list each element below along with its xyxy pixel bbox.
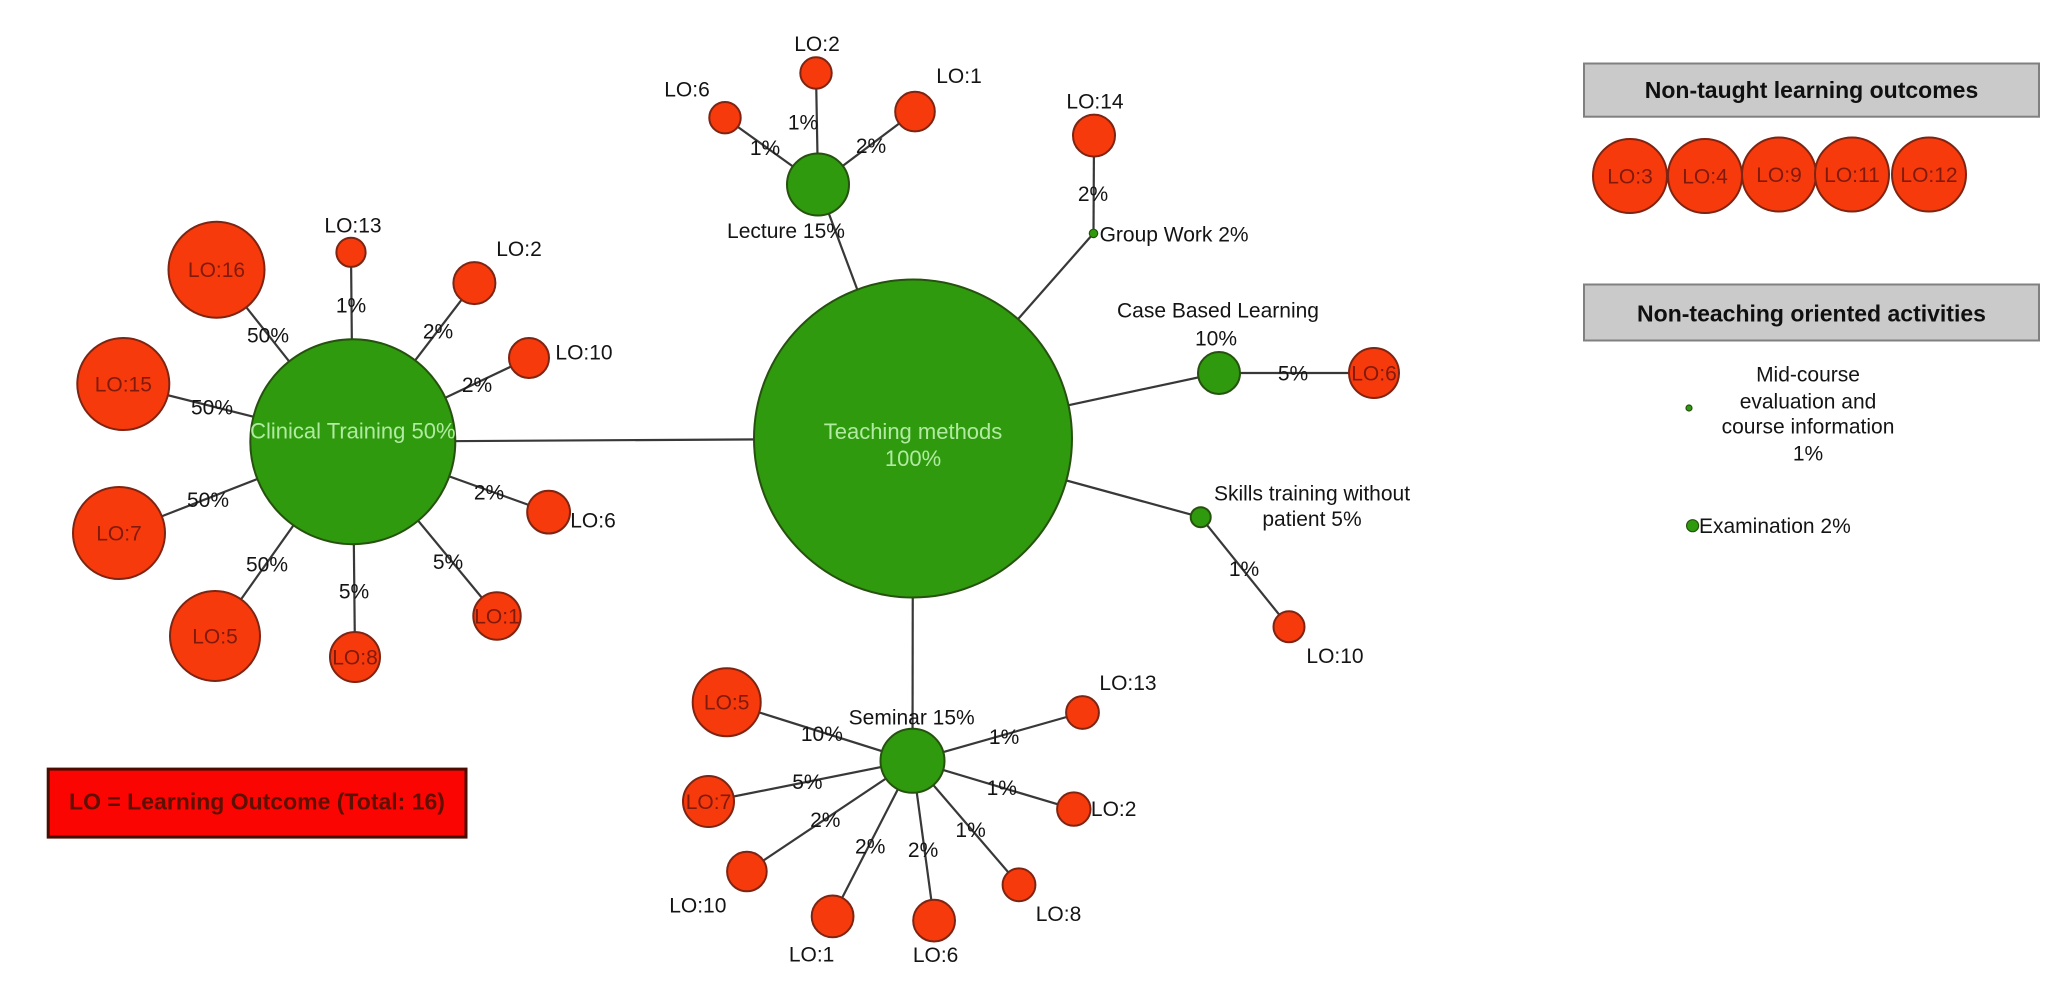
svg-text:Case Based Learning: Case Based Learning [1117, 299, 1319, 322]
svg-text:5%: 5% [433, 551, 463, 574]
svg-text:LO:8: LO:8 [1036, 903, 1082, 926]
svg-text:LO:6: LO:6 [664, 78, 710, 101]
svg-text:2%: 2% [474, 481, 504, 504]
svg-text:1%: 1% [987, 777, 1017, 800]
svg-text:2%: 2% [856, 135, 886, 158]
svg-text:1%: 1% [788, 111, 818, 134]
svg-text:Examination 2%: Examination 2% [1699, 515, 1851, 538]
svg-text:LO:5: LO:5 [192, 625, 238, 648]
svg-text:LO:1: LO:1 [936, 65, 982, 88]
svg-text:50%: 50% [191, 396, 233, 419]
svg-text:LO:1: LO:1 [789, 943, 835, 966]
svg-text:Clinical Training 50%: Clinical Training 50% [250, 419, 455, 444]
svg-text:LO:13: LO:13 [324, 215, 381, 238]
svg-text:Non-teaching oriented activiti: Non-teaching oriented activities [1637, 301, 1986, 327]
svg-text:Mid-course: Mid-course [1756, 363, 1860, 386]
svg-text:LO:15: LO:15 [95, 373, 152, 396]
svg-text:2%: 2% [1078, 183, 1108, 206]
svg-text:LO:10: LO:10 [555, 341, 612, 364]
svg-text:100%: 100% [885, 446, 941, 471]
svg-text:5%: 5% [1278, 362, 1308, 385]
svg-text:50%: 50% [246, 553, 288, 576]
svg-text:Seminar 15%: Seminar 15% [849, 706, 975, 729]
svg-text:Group Work 2%: Group Work 2% [1100, 223, 1249, 246]
svg-text:Skills training without: Skills training without [1214, 482, 1410, 505]
svg-text:LO:6: LO:6 [1351, 362, 1397, 385]
svg-text:2%: 2% [462, 374, 492, 397]
svg-text:LO:16: LO:16 [188, 259, 245, 282]
svg-text:LO:3: LO:3 [1607, 165, 1653, 188]
svg-text:LO:7: LO:7 [686, 791, 732, 814]
svg-text:1%: 1% [336, 294, 366, 317]
svg-text:1%: 1% [955, 819, 985, 842]
svg-text:LO = Learning Outcome (Total:: LO = Learning Outcome (Total: 16) [69, 788, 445, 814]
svg-text:5%: 5% [792, 771, 822, 794]
svg-text:1%: 1% [1229, 558, 1259, 581]
svg-text:LO:6: LO:6 [570, 509, 616, 532]
svg-text:LO:13: LO:13 [1099, 672, 1156, 695]
svg-text:50%: 50% [247, 324, 289, 347]
svg-text:10%: 10% [1195, 327, 1237, 350]
svg-text:1%: 1% [1793, 442, 1823, 465]
svg-text:2%: 2% [855, 835, 885, 858]
svg-text:LO:11: LO:11 [1824, 164, 1880, 187]
svg-text:10%: 10% [801, 723, 843, 746]
svg-text:evaluation and: evaluation and [1740, 390, 1877, 413]
svg-text:LO:4: LO:4 [1682, 165, 1728, 188]
svg-text:LO:6: LO:6 [913, 944, 959, 967]
svg-text:patient 5%: patient 5% [1262, 508, 1361, 531]
svg-text:LO:9: LO:9 [1756, 164, 1802, 187]
svg-text:LO:2: LO:2 [1091, 798, 1137, 821]
svg-text:course information: course information [1722, 415, 1895, 438]
svg-text:50%: 50% [187, 489, 229, 512]
svg-text:Teaching methods: Teaching methods [824, 419, 1003, 444]
svg-text:LO:2: LO:2 [496, 238, 542, 261]
svg-text:LO:14: LO:14 [1066, 90, 1124, 113]
svg-text:LO:10: LO:10 [1306, 645, 1363, 668]
svg-text:LO:10: LO:10 [669, 894, 726, 917]
svg-text:2%: 2% [423, 320, 453, 343]
svg-text:LO:1: LO:1 [474, 605, 520, 628]
svg-text:LO:12: LO:12 [1900, 164, 1957, 187]
svg-text:2%: 2% [908, 839, 938, 862]
svg-text:1%: 1% [750, 137, 780, 160]
svg-text:Non-taught learning outcomes: Non-taught learning outcomes [1645, 77, 1979, 103]
svg-text:Lecture 15%: Lecture 15% [727, 220, 845, 243]
svg-text:LO:2: LO:2 [794, 33, 840, 56]
svg-text:LO:8: LO:8 [332, 646, 378, 669]
svg-text:LO:5: LO:5 [704, 692, 750, 715]
svg-text:2%: 2% [810, 809, 840, 832]
svg-text:1%: 1% [989, 726, 1019, 749]
svg-text:5%: 5% [339, 580, 369, 603]
svg-text:LO:7: LO:7 [96, 522, 142, 545]
